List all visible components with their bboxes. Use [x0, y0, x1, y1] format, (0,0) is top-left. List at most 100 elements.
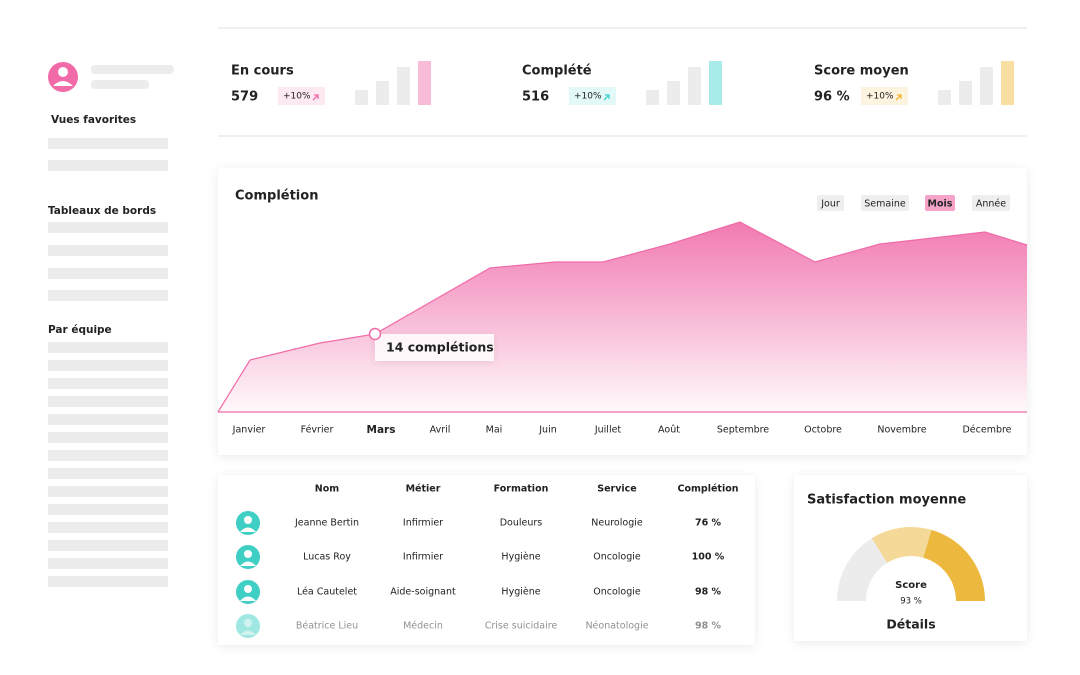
- sidebar-item[interactable]: [48, 576, 168, 587]
- month-label: Juin: [538, 425, 556, 436]
- sidebar-item[interactable]: [48, 468, 168, 479]
- period-button[interactable]: [861, 195, 909, 211]
- sidebar-item[interactable]: [48, 245, 168, 256]
- kpi-title: Complété: [522, 64, 592, 79]
- mini-bar: [938, 90, 951, 105]
- delta-badge: [278, 87, 325, 105]
- gauge-title: Satisfaction moyenne: [807, 493, 966, 508]
- mini-bar: [646, 90, 659, 105]
- cell: Hygiène: [501, 587, 540, 598]
- sidebar-item[interactable]: [48, 268, 168, 279]
- cell: Oncologie: [593, 587, 641, 598]
- sidebar-item[interactable]: [48, 450, 168, 461]
- area: [218, 222, 1027, 412]
- sidebar-item[interactable]: [48, 378, 168, 389]
- row-avatar-body: [240, 596, 256, 601]
- sidebar-item[interactable]: [48, 486, 168, 497]
- details-link[interactable]: Détails: [886, 617, 935, 632]
- sidebar-item[interactable]: [48, 342, 168, 353]
- cell: 100 %: [692, 552, 725, 563]
- mini-bar: [397, 67, 410, 105]
- sidebar-item[interactable]: [48, 522, 168, 533]
- row-avatar-body: [240, 630, 256, 635]
- cell: Néonatologie: [585, 621, 648, 632]
- arrow: [603, 94, 610, 101]
- period-label: Année: [976, 199, 1006, 210]
- period-button[interactable]: [817, 195, 844, 211]
- sidebar-item[interactable]: [48, 160, 168, 171]
- tooltip-text: 14 complétions: [386, 340, 494, 355]
- kpi-title: En cours: [231, 64, 294, 79]
- kpi-delta: +10%: [574, 92, 602, 102]
- sidebar-item[interactable]: [48, 540, 168, 551]
- month-label: Février: [301, 425, 334, 436]
- month-label: Juillet: [594, 425, 622, 436]
- cell: Béatrice Lieu: [296, 621, 358, 632]
- kpi-value: 516: [522, 90, 549, 105]
- gauge: [837, 527, 985, 601]
- cell: 76 %: [695, 518, 722, 529]
- mini-bar: [959, 81, 972, 105]
- month-label: Octobre: [804, 425, 842, 436]
- cell: Médecin: [403, 621, 443, 632]
- column-header: Nom: [315, 484, 339, 495]
- kpi-value: 579: [231, 90, 258, 105]
- month-label: Août: [658, 425, 680, 436]
- period-label: Jour: [820, 199, 840, 210]
- gauge-segment: [923, 529, 985, 601]
- period-button[interactable]: [972, 195, 1010, 211]
- sidebar-item[interactable]: [48, 138, 168, 149]
- sidebar-heading: Tableaux de bords: [48, 205, 156, 217]
- arrow: [895, 94, 902, 101]
- sidebar-item[interactable]: [48, 290, 168, 301]
- point: [368, 327, 382, 341]
- row-avatar-head: [244, 619, 252, 627]
- table-card: [218, 475, 755, 645]
- column-header: Formation: [494, 484, 549, 495]
- sidebar-item[interactable]: [48, 414, 168, 425]
- row-avatar-head: [244, 585, 252, 593]
- row-avatar-head: [244, 550, 252, 558]
- sidebar-item[interactable]: [48, 558, 168, 569]
- mini-bar: [1001, 61, 1014, 105]
- gauge-segment: [837, 538, 888, 601]
- sidebar-item[interactable]: [48, 432, 168, 443]
- month-label: Mai: [486, 425, 503, 436]
- gauge-value: 93 %: [900, 597, 922, 607]
- sidebar: [48, 62, 174, 92]
- cell: Hygiène: [501, 552, 540, 563]
- cell: Neurologie: [591, 518, 643, 529]
- sidebar-heading: Vues favorites: [51, 114, 136, 126]
- month-label: Avril: [430, 425, 451, 436]
- row-avatar-body: [240, 527, 256, 532]
- kpi-title: Score moyen: [814, 64, 909, 79]
- month-label: Décembre: [962, 425, 1011, 436]
- cell: Lucas Roy: [303, 552, 351, 563]
- cell: Infirmier: [403, 552, 443, 563]
- sidebar-item[interactable]: [48, 396, 168, 407]
- sidebar-item[interactable]: [48, 222, 168, 233]
- column-header: Métier: [406, 484, 441, 495]
- sidebar-item[interactable]: [48, 504, 168, 515]
- area-line: [217, 221, 1028, 413]
- mini-bar: [355, 90, 368, 105]
- period-button[interactable]: [925, 195, 955, 211]
- gauge-segment: [871, 527, 932, 563]
- column-header: Complétion: [678, 484, 739, 495]
- cell: 98 %: [695, 587, 722, 598]
- mini-bar: [688, 67, 701, 105]
- column-header: Service: [597, 484, 637, 495]
- delta-badge: [861, 87, 908, 105]
- mini-bar: [709, 61, 722, 105]
- kpi-value: 96 %: [814, 90, 850, 105]
- cell: Aide-soignant: [390, 587, 456, 598]
- cell: Crise suicidaire: [485, 621, 558, 632]
- kpi-delta: +10%: [283, 92, 311, 102]
- mini-bar: [980, 67, 993, 105]
- month-label: Novembre: [877, 425, 926, 436]
- delta-badge: [569, 87, 616, 105]
- cell: Oncologie: [593, 552, 641, 563]
- tooltip: [375, 334, 494, 361]
- sidebar-item[interactable]: [48, 360, 168, 371]
